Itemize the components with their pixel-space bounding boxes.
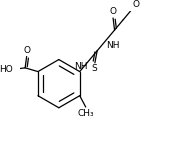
Text: O: O <box>23 46 30 55</box>
Text: HO: HO <box>0 65 13 74</box>
Text: O: O <box>110 7 117 17</box>
Text: CH₃: CH₃ <box>77 109 94 117</box>
Text: S: S <box>91 64 97 73</box>
Text: O: O <box>133 0 140 9</box>
Text: NH: NH <box>107 41 120 50</box>
Text: NH: NH <box>74 62 88 71</box>
